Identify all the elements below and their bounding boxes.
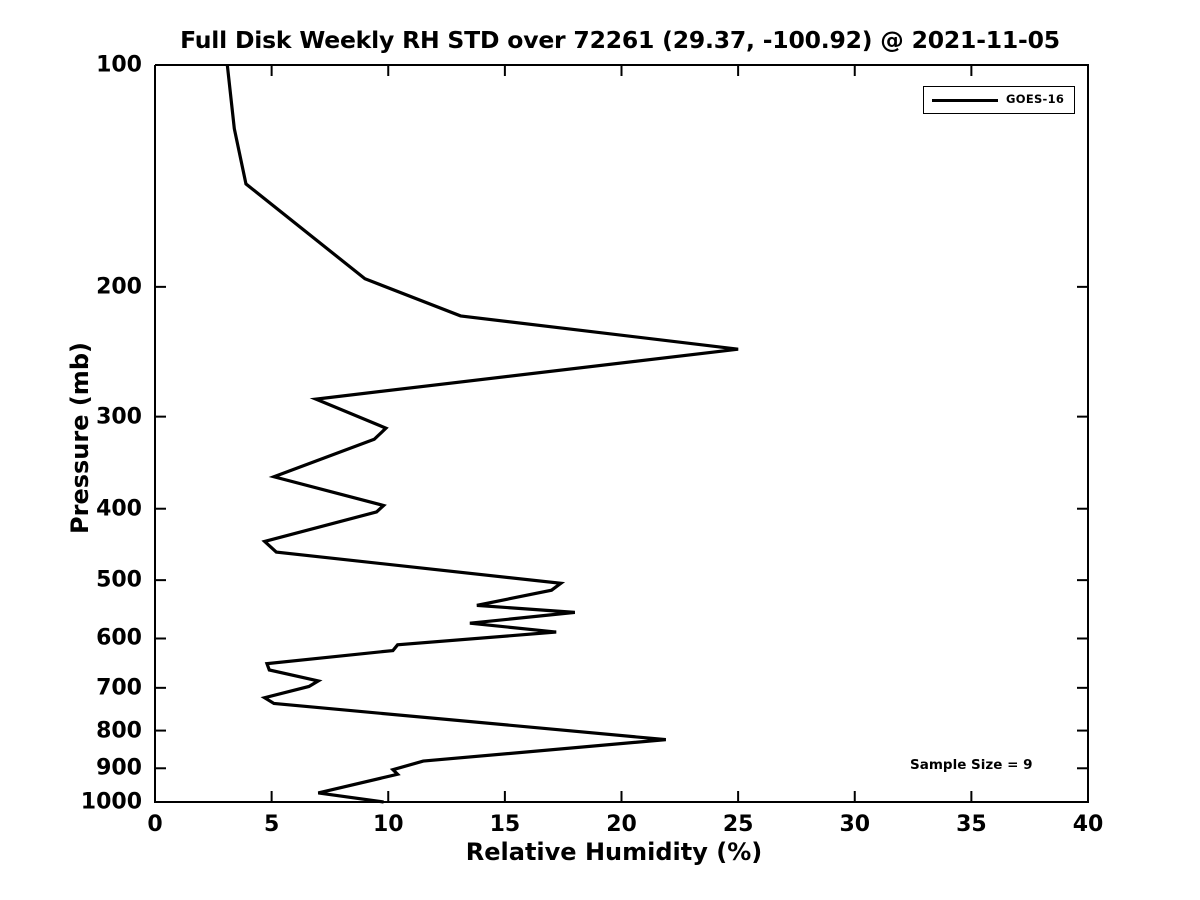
x-axis-tick-label: 30 (839, 812, 871, 837)
legend-line-swatch (932, 99, 998, 103)
x-axis-tick-label: 15 (489, 812, 521, 837)
x-axis-tick-label: 10 (372, 812, 404, 837)
chart-title: Full Disk Weekly RH STD over 72261 (29.3… (180, 26, 1060, 54)
legend-entry-label: GOES-16 (1006, 92, 1065, 106)
x-axis-tick-label: 20 (606, 812, 637, 837)
data-series-line-0 (225, 64, 739, 804)
y-axis-tick-label: 400 (96, 496, 142, 522)
y-axis-tick-label: 500 (96, 567, 142, 593)
x-axis-tick-label: 0 (147, 812, 163, 837)
legend[interactable]: GOES-16 (923, 86, 1075, 114)
y-axis-tick-label: 700 (96, 675, 142, 701)
y-axis-tick-label: 200 (96, 274, 142, 300)
x-axis-tick-label: 25 (722, 812, 754, 837)
sample-size-annotation: Sample Size = 9 (910, 757, 1033, 773)
y-axis-tick-label: 100 (96, 52, 142, 78)
y-axis-tick-label: 900 (96, 755, 142, 781)
x-axis-label: Relative Humidity (%) (465, 838, 763, 866)
y-axis-tick-label: 1000 (80, 789, 142, 815)
y-axis-label: Pressure (mb) (66, 342, 94, 534)
y-axis-tick-label: 600 (96, 625, 142, 651)
x-axis-tick-label: 40 (1072, 812, 1104, 837)
y-axis-tick-label: 800 (96, 718, 142, 744)
x-axis-tick-label: 35 (956, 812, 987, 837)
y-axis-tick-label: 300 (96, 404, 142, 430)
x-axis-tick-label: 5 (263, 812, 280, 837)
